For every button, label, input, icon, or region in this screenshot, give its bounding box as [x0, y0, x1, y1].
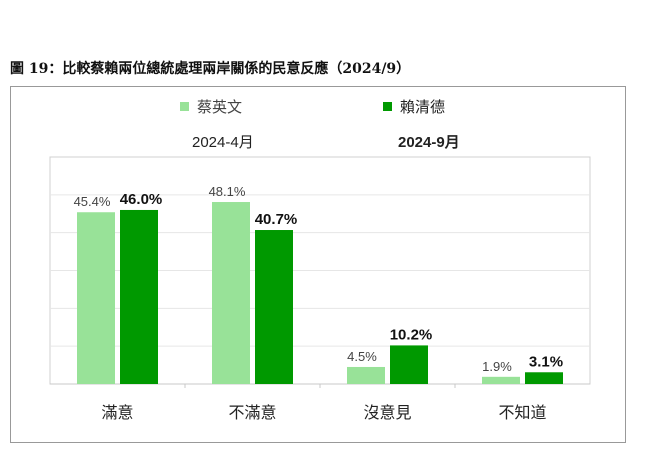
- legend-item-lai: 賴清德: [383, 96, 445, 117]
- category-label: 不滿意: [228, 403, 276, 422]
- category-label: 沒意見: [363, 403, 411, 422]
- legend-item-tsai: 蔡英文: [180, 96, 242, 117]
- bar-tsai: [482, 376, 520, 384]
- data-label: 3.1%: [529, 353, 563, 370]
- data-label: 10.2%: [390, 326, 433, 343]
- chart-frame: [10, 86, 626, 443]
- legend-label: 賴清德: [400, 99, 446, 116]
- bar-lai: [120, 209, 158, 384]
- bar-lai: [255, 230, 293, 384]
- category-label: 不知道: [498, 403, 546, 422]
- period-label-2: 2024-9月: [398, 134, 460, 151]
- figure-title: 圖 19：比較蔡賴兩位總統處理兩岸關係的民意反應（2024/9）: [10, 61, 411, 77]
- data-label: 4.5%: [347, 349, 377, 364]
- data-label: 46.0%: [120, 191, 163, 208]
- period-label-1: 2024-4月: [192, 134, 254, 151]
- data-label: 1.9%: [482, 359, 512, 374]
- legend-swatch-dark-green: [383, 102, 392, 111]
- bar-tsai: [347, 366, 385, 384]
- legend-label: 蔡英文: [197, 99, 243, 116]
- data-label: 40.7%: [255, 211, 298, 228]
- category-label: 滿意: [101, 403, 133, 422]
- bar-tsai: [212, 202, 250, 384]
- bar-lai: [525, 372, 563, 384]
- bar-lai: [390, 345, 428, 384]
- data-label: 45.4%: [74, 194, 111, 209]
- bar-tsai: [77, 212, 115, 384]
- data-label: 48.1%: [209, 184, 246, 199]
- legend-swatch-light-green: [180, 102, 189, 111]
